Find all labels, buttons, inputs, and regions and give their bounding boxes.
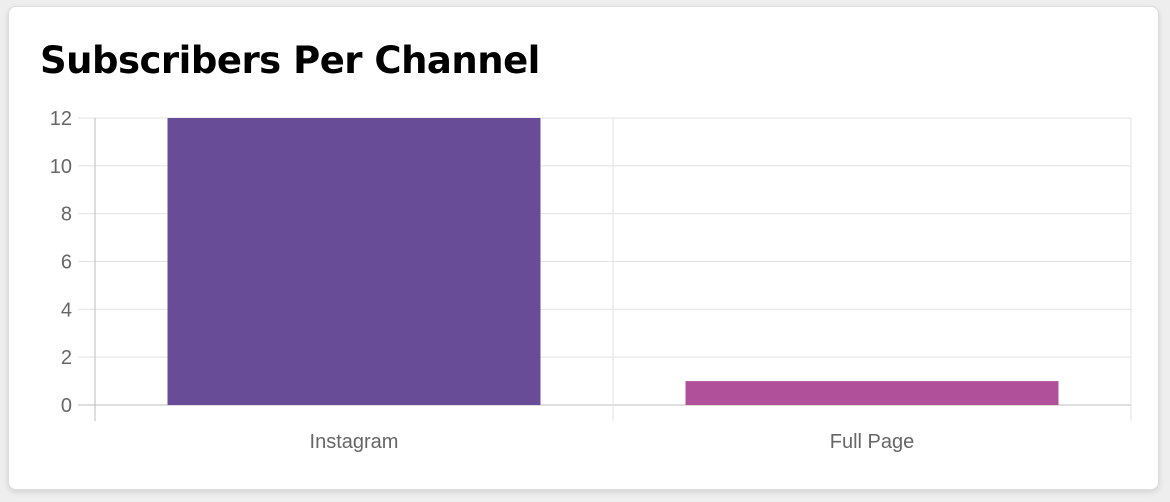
axis-layer: 0 2 4 6 8 10 12 Instagram Full Page [50,108,915,453]
bar-layer [167,118,1059,405]
y-tick-label: 12 [50,108,72,130]
bar-instagram[interactable] [167,118,541,405]
y-tick-label: 4 [61,299,72,321]
bar-full-page[interactable] [685,381,1059,405]
y-tick-label: 0 [61,395,72,417]
y-tick-label: 6 [61,252,72,274]
x-tick-label: Instagram [310,431,399,453]
y-tick-label: 2 [61,347,72,369]
chart-title: Subscribers Per Channel [40,39,540,82]
y-tick-label: 10 [50,156,72,178]
y-tick-label: 8 [61,204,72,226]
x-tick-label: Full Page [830,431,915,453]
